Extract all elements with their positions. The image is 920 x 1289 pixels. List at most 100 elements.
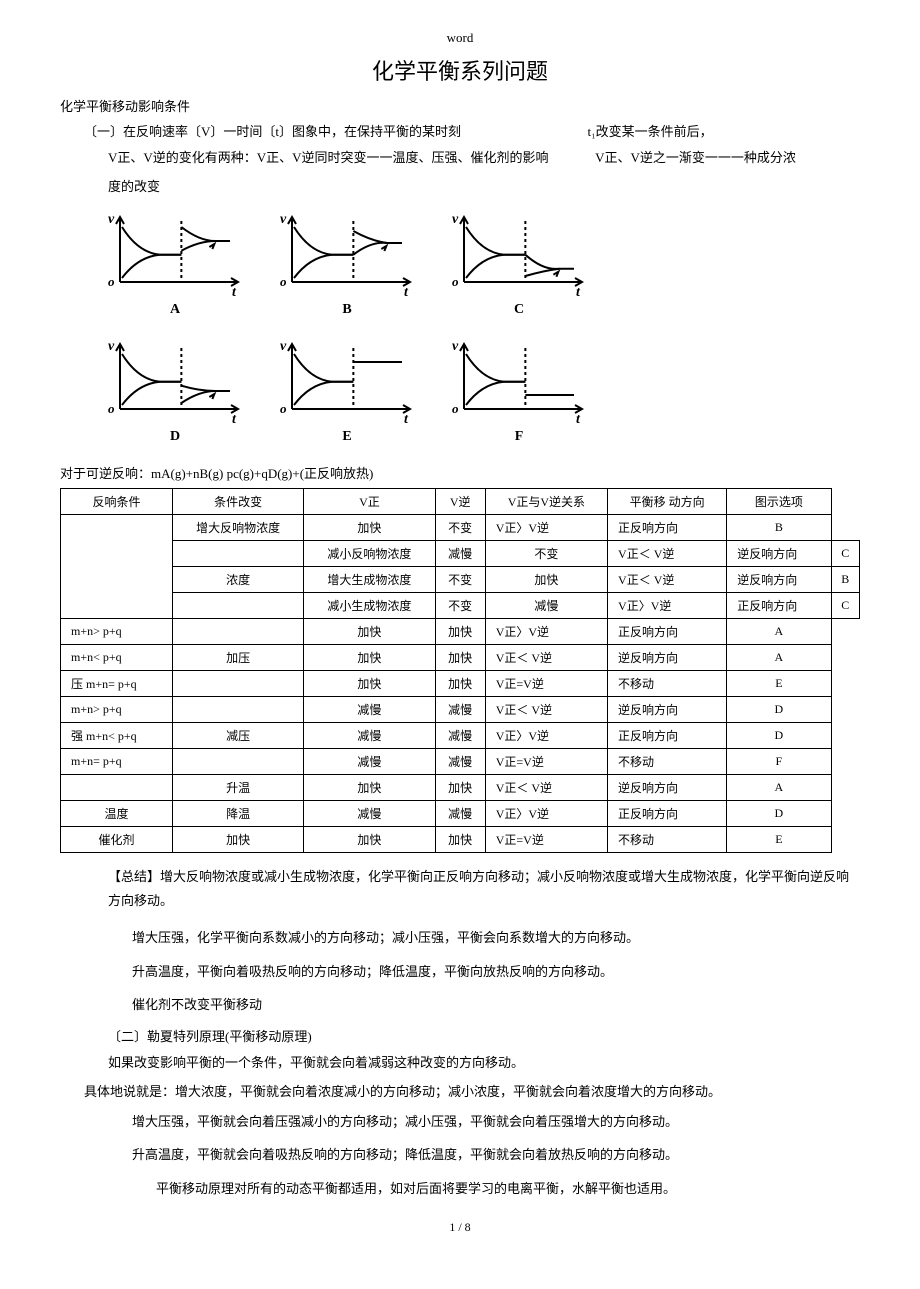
line2a: V正、V逆的变化有两种：V正、V逆同时突变一一温度、压强、催化剂的影响	[108, 150, 549, 165]
table-cell: V正〉V逆	[485, 514, 607, 540]
graph-label-B: B	[342, 302, 351, 318]
table-cell: V正＜ V逆	[485, 696, 607, 722]
table-row: 减小生成物浓度不变减慢V正〉V逆正反响方向C	[61, 592, 860, 618]
table-cell: 加快	[435, 774, 485, 800]
table-cell: 加压	[172, 644, 303, 670]
table-cell: 温度	[61, 800, 173, 826]
table-row: m+n> p+q加快加快V正〉V逆正反响方向A	[61, 618, 860, 644]
table-cell: C	[831, 592, 860, 618]
table-cell: 减慢	[304, 696, 435, 722]
principle-1: 如果改变影响平衡的一个条件，平衡就会向着减弱这种改变的方向移动。	[108, 1051, 860, 1074]
table-cell: A	[727, 618, 831, 644]
table-cell: 减慢	[435, 722, 485, 748]
graph-E: votE	[272, 336, 422, 445]
svg-text:t: t	[576, 285, 581, 300]
table-cell: V正＜ V逆	[485, 644, 607, 670]
th-opt: 图示选项	[727, 488, 831, 514]
graphs-container: votA votB votC votD votE votF	[100, 209, 860, 445]
table-cell: 逆反响方向	[608, 644, 727, 670]
table-cell: 加快	[304, 670, 435, 696]
table-cell: 正反响方向	[608, 722, 727, 748]
table-cell: D	[727, 696, 831, 722]
table-cell: 减慢	[304, 748, 435, 774]
section-heading-1: 化学平衡移动影响条件	[60, 96, 860, 115]
table-row: 催化剂加快加快加快V正=V逆不移动E	[61, 826, 860, 852]
table-cell: 逆反响方向	[727, 540, 831, 566]
table-cell: V正＜ V逆	[485, 774, 607, 800]
table-cell: D	[727, 722, 831, 748]
table-cell: 正反响方向	[608, 514, 727, 540]
table-cell	[172, 696, 303, 722]
table-cell: 催化剂	[61, 826, 173, 852]
table-row: 浓度增大生成物浓度不变加快V正＜ V逆逆反响方向B	[61, 566, 860, 592]
table-cell: 逆反响方向	[608, 774, 727, 800]
table-cell: 减慢	[485, 592, 607, 618]
table-row: m+n> p+q减慢减慢V正＜ V逆逆反响方向D	[61, 696, 860, 722]
svg-text:t: t	[232, 285, 237, 300]
table-cell: F	[727, 748, 831, 774]
table-row: 增大反响物浓度加快不变V正〉V逆正反响方向B	[61, 514, 860, 540]
graph-D: votD	[100, 336, 250, 445]
table-cell: A	[727, 644, 831, 670]
table-header-row: 反响条件 条件改变 V正 V逆 V正与V逆关系 平衡移 动方向 图示选项	[61, 488, 860, 514]
table-cell: 减压	[172, 722, 303, 748]
svg-text:t: t	[404, 412, 409, 427]
principle-4: 升高温度，平衡就会向着吸热反响的方向移动；降低温度，平衡就会向着放热反响的方向移…	[132, 1143, 860, 1166]
svg-text:v: v	[452, 212, 459, 227]
sub-heading-1: 〔一〕在反响速率〔V〕一时间〔t〕图象中，在保持平衡的某时刻 t₁改变某一条件前…	[84, 121, 860, 140]
main-title: 化学平衡系列问题	[60, 54, 860, 86]
svg-text:o: o	[452, 401, 459, 416]
table-cell: 加快	[485, 566, 607, 592]
table-cell	[61, 514, 173, 618]
graph-A: votA	[100, 209, 250, 318]
sub1-mid: t₁改变某一条件前后，	[588, 124, 713, 139]
table-cell: 不变	[485, 540, 607, 566]
graph-F: votF	[444, 336, 594, 445]
table-cell: 减慢	[435, 540, 485, 566]
equilibrium-table: 反响条件 条件改变 V正 V逆 V正与V逆关系 平衡移 动方向 图示选项 增大反…	[60, 488, 860, 853]
graph-label-F: F	[515, 429, 524, 445]
summary-3: 升高温度，平衡向着吸热反响的方向移动；降低温度，平衡向放热反响的方向移动。	[132, 960, 860, 983]
table-cell: 正反响方向	[608, 618, 727, 644]
table-cell: m+n< p+q	[61, 644, 173, 670]
graph-C: votC	[444, 209, 594, 318]
summary-2: 增大压强，化学平衡向系数减小的方向移动；减小压强，平衡会向系数增大的方向移动。	[132, 926, 860, 949]
table-cell: 正反响方向	[608, 800, 727, 826]
svg-text:o: o	[108, 401, 115, 416]
table-cell: 减慢	[435, 800, 485, 826]
table-cell: V正〉V逆	[485, 800, 607, 826]
table-row: 升温加快加快V正＜ V逆逆反响方向A	[61, 774, 860, 800]
body-line-2: V正、V逆的变化有两种：V正、V逆同时突变一一温度、压强、催化剂的影响 V正、V…	[108, 146, 860, 169]
table-cell: 增大生成物浓度	[304, 566, 435, 592]
table-cell	[61, 774, 173, 800]
svg-text:t: t	[232, 412, 237, 427]
graph-row-1: votA votB votC	[100, 209, 860, 318]
table-cell: 不移动	[608, 748, 727, 774]
summary-label: 【总结】	[108, 869, 160, 884]
graph-label-C: C	[514, 302, 524, 318]
table-cell: 降温	[172, 800, 303, 826]
svg-text:t: t	[404, 285, 409, 300]
table-cell: 不变	[435, 566, 485, 592]
table-cell: V正=V逆	[485, 826, 607, 852]
table-cell: 不变	[435, 514, 485, 540]
svg-text:v: v	[280, 339, 287, 354]
table-cell: 浓度	[172, 566, 303, 592]
table-cell: 减小生成物浓度	[304, 592, 435, 618]
table-cell: m+n> p+q	[61, 696, 173, 722]
table-cell: V正＜ V逆	[608, 540, 727, 566]
table-cell: 减慢	[435, 748, 485, 774]
summary-4: 催化剂不改变平衡移动	[132, 993, 860, 1016]
table-row: 压 m+n= p+q加快加快V正=V逆不移动E	[61, 670, 860, 696]
svg-text:v: v	[452, 339, 459, 354]
graph-B: votB	[272, 209, 422, 318]
svg-text:v: v	[108, 339, 115, 354]
table-cell: E	[727, 670, 831, 696]
table-cell: 不移动	[608, 670, 727, 696]
table-cell: m+n> p+q	[61, 618, 173, 644]
sub1-text: 〔一〕在反响速率〔V〕一时间〔t〕图象中，在保持平衡的某时刻	[84, 124, 461, 139]
table-cell: B	[831, 566, 860, 592]
table-cell: m+n= p+q	[61, 748, 173, 774]
table-cell: B	[727, 514, 831, 540]
svg-text:v: v	[108, 212, 115, 227]
